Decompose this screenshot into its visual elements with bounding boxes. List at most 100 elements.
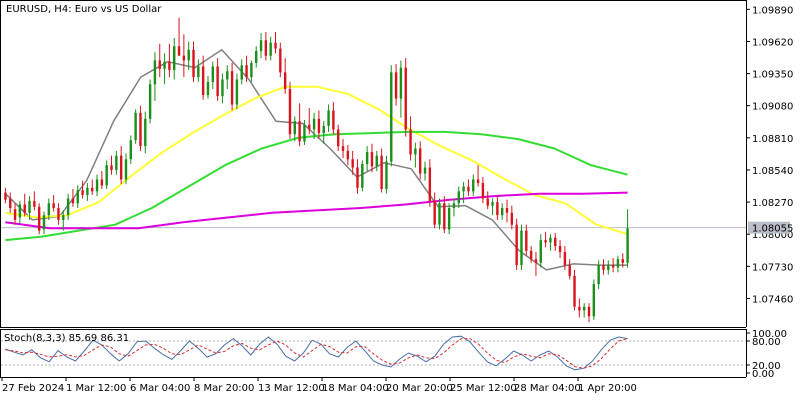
price-tick-label: 1.07730 bbox=[752, 262, 793, 273]
time-tick-label: 18 Mar 04:00 bbox=[322, 383, 389, 394]
candle-body bbox=[230, 71, 234, 105]
candle-body bbox=[279, 48, 282, 73]
time-tick-label: 1 Apr 20:00 bbox=[578, 383, 637, 394]
candle bbox=[66, 193, 70, 220]
candle bbox=[177, 17, 181, 56]
candle bbox=[312, 112, 316, 140]
candle-body bbox=[105, 165, 108, 186]
candle bbox=[173, 37, 176, 80]
candle bbox=[356, 159, 359, 194]
candle bbox=[76, 185, 79, 209]
candle bbox=[192, 41, 195, 82]
candle bbox=[18, 200, 22, 224]
candle bbox=[549, 234, 552, 251]
candle-body bbox=[452, 203, 456, 209]
candle bbox=[365, 146, 369, 172]
candle bbox=[607, 260, 610, 275]
price-tick-label: 1.08810 bbox=[752, 134, 793, 145]
candle-body bbox=[370, 152, 374, 167]
time-tick-label: 6 Mar 04:00 bbox=[130, 383, 190, 394]
candle-body bbox=[554, 237, 557, 247]
candle bbox=[418, 141, 422, 180]
candle bbox=[274, 31, 277, 54]
candle-body bbox=[173, 46, 176, 71]
candle bbox=[597, 260, 600, 289]
candle-body bbox=[621, 259, 624, 263]
candle-body bbox=[259, 40, 263, 51]
candle bbox=[33, 191, 36, 211]
candle bbox=[62, 210, 65, 231]
price-tick-label: 1.09350 bbox=[752, 70, 793, 81]
stochastic-lines bbox=[5, 335, 628, 371]
candle-body bbox=[447, 208, 451, 230]
candle bbox=[515, 218, 518, 270]
candle bbox=[327, 104, 330, 132]
candle bbox=[616, 255, 620, 273]
time-tick-label: 13 Mar 12:00 bbox=[258, 383, 325, 394]
candle bbox=[452, 198, 456, 217]
candle-body bbox=[9, 198, 12, 209]
candle bbox=[467, 179, 470, 197]
candle bbox=[235, 73, 239, 110]
candle-body bbox=[433, 200, 436, 225]
candle bbox=[520, 224, 523, 270]
candle bbox=[361, 160, 364, 192]
candle-body bbox=[163, 61, 166, 69]
candle-body bbox=[322, 125, 325, 134]
ma-magenta-line bbox=[5, 191, 628, 230]
candle-body bbox=[66, 198, 70, 216]
candle-body bbox=[144, 118, 147, 147]
candle-body bbox=[177, 46, 181, 56]
candle-body bbox=[308, 124, 311, 130]
candle-body bbox=[71, 198, 75, 204]
candle bbox=[187, 41, 190, 71]
stoch-level-lines bbox=[1, 340, 746, 366]
candle-body bbox=[52, 203, 55, 209]
candle-body bbox=[467, 186, 470, 192]
candle-body bbox=[558, 246, 562, 253]
candle-body bbox=[414, 148, 417, 155]
candle bbox=[582, 303, 586, 318]
candle bbox=[250, 60, 253, 82]
candle-body bbox=[491, 202, 494, 206]
candle-body bbox=[37, 206, 41, 231]
candle-body bbox=[81, 190, 84, 195]
candle bbox=[611, 257, 615, 273]
candle-body bbox=[153, 60, 157, 85]
candle-body bbox=[611, 265, 615, 268]
ma-green-line bbox=[5, 130, 628, 242]
candle-body bbox=[346, 150, 350, 160]
candle-body bbox=[312, 118, 316, 130]
candle-body bbox=[573, 275, 576, 307]
candle bbox=[153, 52, 157, 101]
candle-body bbox=[283, 72, 287, 90]
candle-body bbox=[563, 252, 567, 266]
candle bbox=[621, 253, 624, 268]
candle-body bbox=[568, 265, 571, 276]
price-panel: EURUSD, H4: Euro vs US Dollar 1.098901.0… bbox=[0, 0, 793, 328]
candle-body bbox=[390, 72, 393, 162]
candle-body bbox=[462, 186, 465, 192]
moving-average-lines bbox=[4, 49, 628, 271]
candle bbox=[4, 187, 7, 204]
candle-body bbox=[62, 215, 65, 220]
candle bbox=[423, 161, 427, 181]
candle bbox=[119, 146, 123, 185]
stoch-main-line bbox=[5, 335, 628, 371]
candle-body bbox=[187, 49, 190, 61]
candle-body bbox=[129, 140, 133, 160]
candle bbox=[206, 75, 210, 99]
candle bbox=[308, 108, 311, 135]
candle bbox=[216, 58, 219, 101]
price-tick-label: 1.09890 bbox=[752, 5, 793, 16]
candle-body bbox=[409, 129, 412, 155]
candle bbox=[534, 252, 538, 276]
time-tick-label: 20 Mar 20:00 bbox=[386, 383, 453, 394]
candle-body bbox=[76, 190, 79, 204]
current-price-label: 1.08055 bbox=[752, 224, 793, 235]
price-tick-label: 1.08540 bbox=[752, 166, 793, 177]
candle-body bbox=[168, 61, 171, 71]
candle-body bbox=[515, 224, 518, 266]
